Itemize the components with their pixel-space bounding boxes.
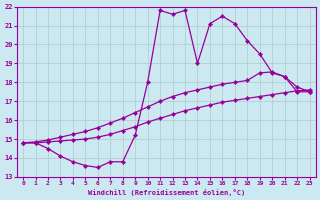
- X-axis label: Windchill (Refroidissement éolien,°C): Windchill (Refroidissement éolien,°C): [88, 189, 245, 196]
